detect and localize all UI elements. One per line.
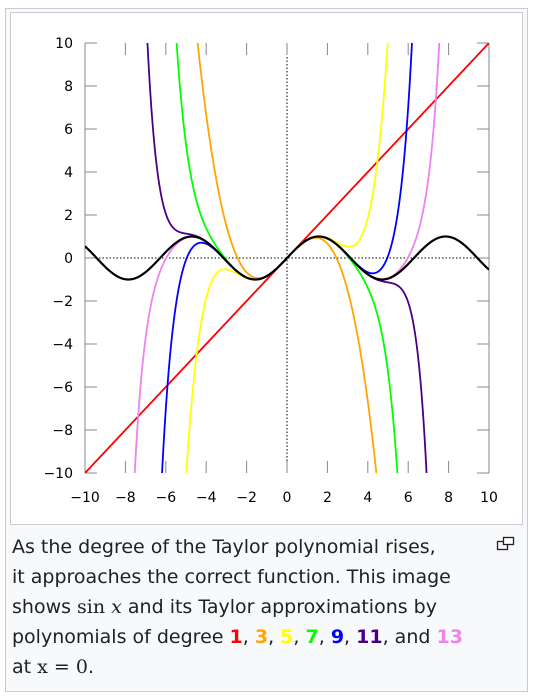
y-tick-label: −10 <box>43 466 73 482</box>
x-tick-label: 8 <box>444 490 453 506</box>
caption-line-2: it approaches the correct function. This… <box>12 566 451 588</box>
y-tick-label: 6 <box>64 122 73 138</box>
y-tick-label: 4 <box>64 165 73 181</box>
degree-label-13: 13 <box>436 626 463 648</box>
caption-separator: , and <box>382 626 437 648</box>
y-tick-label: −6 <box>52 380 73 396</box>
y-tick-label: 10 <box>55 36 73 52</box>
math-var: x <box>111 596 122 618</box>
caption-line-3: shows sin x and its Taylor approximation… <box>12 592 512 622</box>
caption-line-5: at x = 0. <box>12 652 512 682</box>
taylor-series-chart: −10 −8 −6 −4 −2 0 2 4 6 8 10 −10 −8 −6 −4 −2 0 2 4 6 8 10 <box>43 36 498 506</box>
degree-label-3: 3 <box>254 626 269 648</box>
math-x-equals-zero: x = 0 <box>37 656 88 678</box>
caption-text: polynomials of degree <box>12 626 230 648</box>
degree-label-1: 1 <box>229 626 243 648</box>
chart-image[interactable]: −10 −8 −6 −4 −2 0 2 4 6 8 10 −10 −8 −6 −4 −2 0 2 4 6 8 10 <box>10 12 523 525</box>
x-tick-label: 2 <box>323 490 332 506</box>
caption-separator: , <box>293 626 306 648</box>
x-tick-label: −4 <box>196 490 217 506</box>
degree-label-5: 5 <box>280 626 294 648</box>
x-tick-label: 10 <box>480 490 498 506</box>
caption-text: shows <box>12 596 78 618</box>
y-tick-label: 8 <box>64 79 73 95</box>
x-tick-label: 0 <box>283 490 292 506</box>
x-tick-label: −2 <box>236 490 257 506</box>
enlarge-icon[interactable] <box>496 535 516 553</box>
degree-list: 1, 3, 5, 7, 9, 11, and 13 <box>230 626 463 648</box>
y-tick-label: −2 <box>52 294 73 310</box>
caption-separator: , <box>268 626 281 648</box>
figure-thumbnail: −10 −8 −6 −4 −2 0 2 4 6 8 10 −10 −8 −6 −4 −2 0 2 4 6 8 10 As … <box>5 8 528 692</box>
math-func: sin <box>77 596 112 618</box>
series-sin-x <box>85 235 489 281</box>
degree-label-7: 7 <box>305 626 319 648</box>
caption-text: . <box>87 656 94 678</box>
y-tick-label: −8 <box>52 423 73 439</box>
x-tick-label: 4 <box>363 490 372 506</box>
x-tick-label: −10 <box>70 490 100 506</box>
caption-line-4: polynomials of degree 1, 3, 5, 7, 9, 11,… <box>12 622 512 652</box>
series-group <box>85 43 489 473</box>
degree-label-11: 11 <box>356 626 383 648</box>
figure-caption: As the degree of the Taylor polynomial r… <box>12 532 512 682</box>
y-tick-label: −4 <box>52 337 73 353</box>
x-tick-label: −8 <box>115 490 136 506</box>
caption-separator: , <box>242 626 255 648</box>
math-sin-x: sin x <box>77 596 122 618</box>
caption-text: and its Taylor approximations by <box>121 596 437 618</box>
y-tick-label: 2 <box>64 208 73 224</box>
x-tick-label: −6 <box>155 490 176 506</box>
x-tick-label: 6 <box>404 490 413 506</box>
caption-separator: , <box>344 626 357 648</box>
degree-label-9: 9 <box>330 626 345 648</box>
caption-line-1: As the degree of the Taylor polynomial r… <box>12 536 436 558</box>
caption-text: at <box>12 656 38 678</box>
y-tick-label: 0 <box>64 251 73 267</box>
caption-separator: , <box>318 626 331 648</box>
